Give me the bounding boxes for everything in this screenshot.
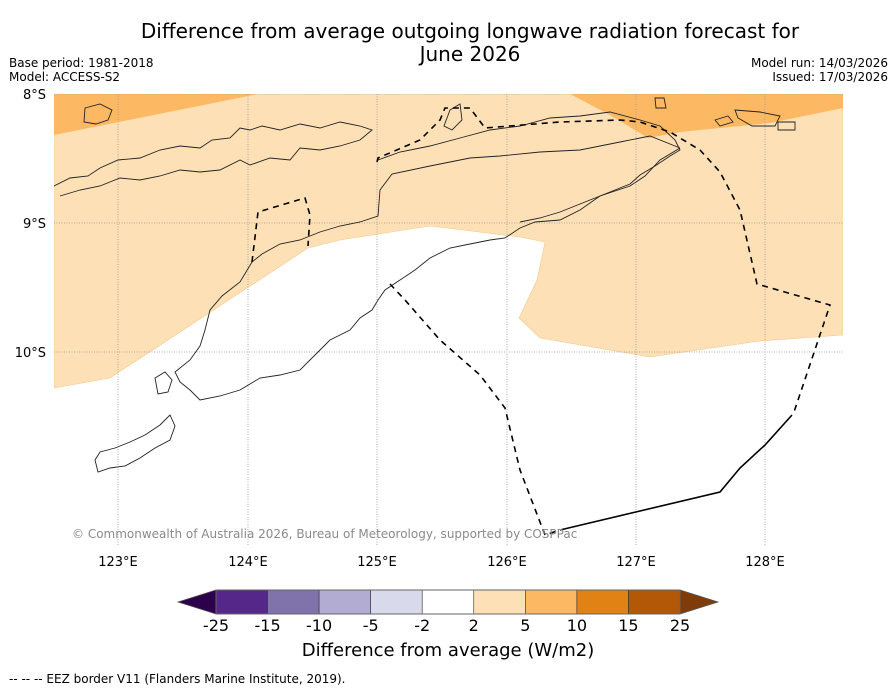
colorbar-over-arrow	[679, 589, 720, 615]
coastlines	[54, 97, 796, 473]
lat-label-8s: 8°S	[23, 88, 46, 103]
coastline-rote-semau	[94, 414, 176, 473]
map-area	[54, 94, 843, 546]
eez-border-dashed-south	[389, 283, 561, 537]
model-run: Model run: 14/03/2026	[750, 56, 888, 70]
colorbar-tick-label: 5	[520, 616, 530, 635]
colorbar-label: Difference from average (W/m2)	[301, 640, 595, 661]
colorbar-swatch	[370, 589, 423, 615]
colorbar-swatch	[267, 589, 320, 615]
title-line-2: June 2026	[419, 42, 521, 66]
colorbar-under-arrow	[176, 589, 217, 615]
eez-border	[251, 107, 832, 537]
lon-label-125e: 125°E	[357, 555, 397, 570]
title-line-1: Difference from average outgoing longwav…	[140, 19, 800, 43]
anomaly-region-5-to-10-east	[570, 94, 843, 138]
colorbar-tick-label: 10	[567, 616, 587, 635]
colorbar-swatch	[421, 589, 475, 615]
colorbar-swatch	[473, 589, 526, 615]
colorbar-tick-label: 25	[670, 616, 690, 635]
eez-footnote: -- -- -- EEZ border V11 (Flanders Marine…	[9, 672, 346, 686]
model-name: Model: ACCESS-S2	[9, 70, 121, 84]
coastline-atauro	[443, 103, 463, 131]
colorbar: -25 -15 -10 -5 -2 2 5 10 15 25	[176, 589, 720, 635]
coastline-island-north	[83, 103, 113, 125]
colorbar-swatch	[318, 589, 371, 615]
colorbar-swatch	[525, 589, 578, 615]
meta-left: Base period: 1981-2018 Model: ACCESS-S2	[9, 56, 154, 84]
chart-title: Difference from average outgoing longwav…	[0, 20, 896, 66]
colorbar-tick-label: -25	[203, 616, 229, 635]
coastline-flores-alor	[54, 121, 373, 197]
colorbar-swatch	[628, 589, 681, 615]
coastline-wetar	[377, 111, 681, 223]
coastline-small-island	[154, 371, 173, 395]
lat-label-10s: 10°S	[15, 346, 46, 361]
gridlines	[54, 94, 843, 546]
lon-label-123e: 123°E	[98, 555, 138, 570]
coastline-ne-islands	[654, 97, 796, 131]
lon-label-128e: 128°E	[745, 555, 785, 570]
copyright-text: © Commonwealth of Australia 2026, Bureau…	[72, 527, 577, 541]
base-period: Base period: 1981-2018	[9, 56, 154, 70]
eez-border-dashed	[251, 107, 832, 413]
lon-label-127e: 127°E	[616, 555, 656, 570]
anomaly-region-5-to-10-west	[54, 94, 258, 135]
lat-label-9s: 9°S	[23, 217, 46, 232]
meta-right: Model run: 14/03/2026 Issued: 17/03/2026	[751, 56, 888, 84]
issued-date: Issued: 17/03/2026	[772, 70, 888, 84]
colorbar-tick-label: -2	[414, 616, 430, 635]
colorbar-frame	[215, 589, 681, 615]
colorbar-tick-label: -15	[254, 616, 280, 635]
lon-label-124e: 124°E	[228, 555, 268, 570]
colorbar-tick-label: -10	[306, 616, 332, 635]
colorbar-tick-label: 2	[469, 616, 479, 635]
colorbar-tick-label: 15	[618, 616, 638, 635]
colorbar-swatch	[576, 589, 629, 615]
lon-label-126e: 126°E	[487, 555, 527, 570]
colorbar-swatch	[215, 589, 268, 615]
colorbar-tick-label: -5	[363, 616, 379, 635]
coastline-timor	[174, 135, 681, 401]
eez-border-solid	[559, 414, 793, 531]
